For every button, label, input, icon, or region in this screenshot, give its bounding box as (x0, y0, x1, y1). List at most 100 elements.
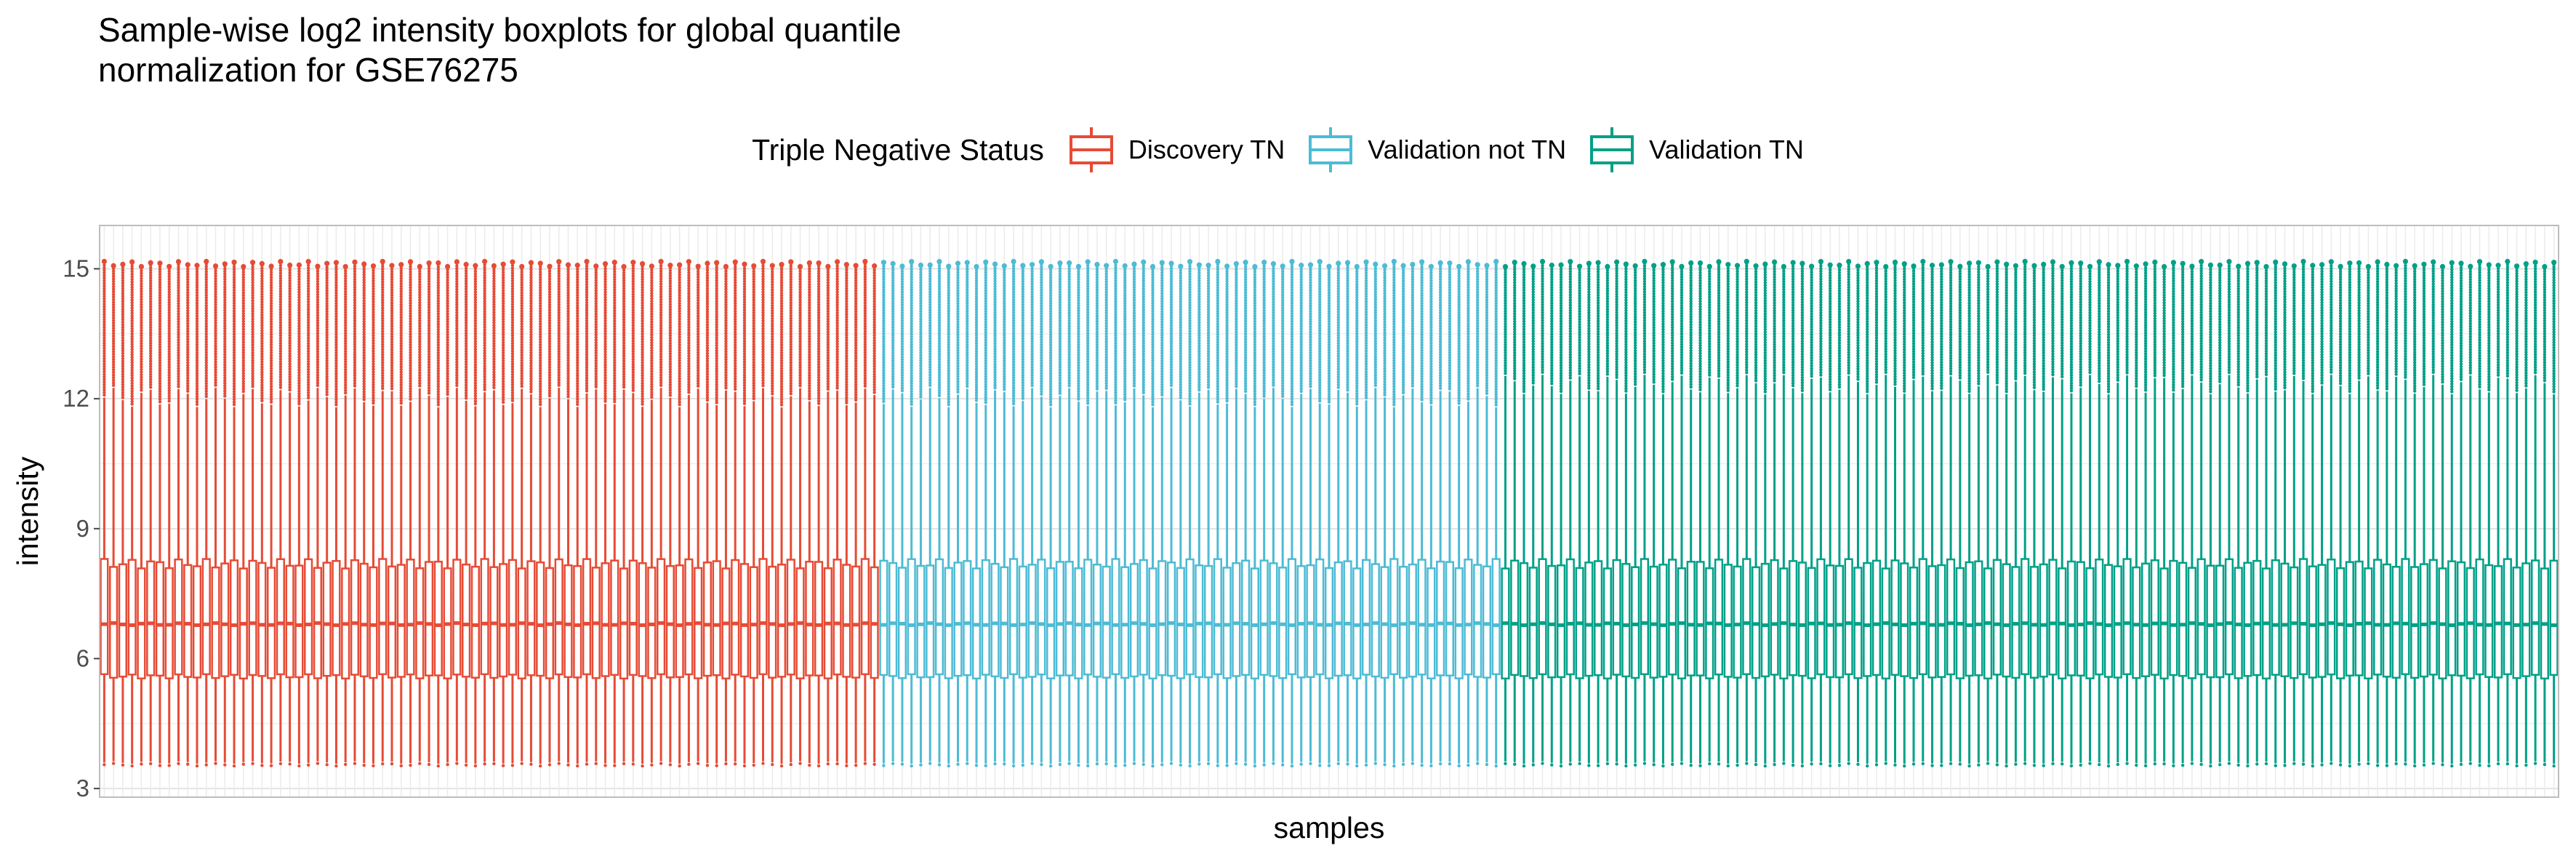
outlier-point (103, 289, 106, 293)
legend-label-discovery-tn: Discovery TN (1128, 135, 1285, 164)
outlier-point (103, 279, 106, 283)
outlier-point (752, 763, 755, 767)
outlier-point (103, 326, 106, 329)
outlier-point (491, 263, 497, 269)
iqr-box (638, 562, 647, 677)
outlier-point (714, 260, 720, 265)
sample-box (507, 259, 518, 767)
legend-label-validation-tn: Validation TN (1649, 135, 1804, 164)
outlier-point (103, 388, 106, 392)
sample-box (619, 263, 629, 766)
sample-box (480, 258, 489, 766)
sample-box (638, 260, 647, 768)
iqr-box (332, 559, 341, 676)
outlier-point (111, 342, 116, 345)
outlier-point (111, 272, 116, 276)
outlier-point (399, 764, 403, 768)
sample-box (786, 259, 795, 767)
outlier-point (723, 263, 729, 270)
sample-box (694, 263, 703, 765)
outlier-point (195, 764, 199, 768)
sample-box (814, 260, 824, 768)
outlier-point (111, 339, 116, 343)
outlier-point (111, 381, 116, 385)
outlier-point (473, 263, 478, 268)
sample-box (823, 263, 832, 766)
outlier-point (677, 262, 683, 268)
outlier-point (650, 763, 654, 767)
outlier-point (305, 259, 311, 265)
outlier-point (500, 261, 506, 267)
sample-box (285, 262, 294, 766)
outlier-point (103, 292, 106, 295)
outlier-point (148, 762, 153, 766)
outlier-point (111, 334, 116, 338)
outlier-point (742, 261, 747, 267)
outlier-point (296, 262, 302, 268)
outlier-point (140, 762, 143, 766)
sample-box (267, 263, 276, 767)
sample-box (100, 258, 109, 767)
sample-box (526, 260, 536, 766)
legend-item-validation-tn: Validation TN (1586, 124, 1804, 175)
outlier-point (101, 258, 107, 265)
sample-box (610, 260, 619, 767)
sample-box (470, 263, 480, 768)
outlier-point (177, 762, 180, 766)
outlier-point (751, 263, 757, 269)
sample-box (591, 263, 601, 766)
outlier-point (103, 369, 106, 374)
iqr-box (563, 564, 573, 679)
outlier-point (816, 260, 822, 266)
outlier-point (111, 352, 116, 356)
outlier-point (686, 259, 692, 265)
sample-box (665, 263, 675, 767)
iqr-box (294, 564, 304, 679)
sample-box (164, 263, 174, 767)
sample-box (795, 263, 805, 765)
outlier-point (342, 263, 348, 270)
outlier-point (565, 262, 571, 268)
iqr-box (805, 561, 814, 676)
sample-box (536, 260, 545, 768)
outlier-point (111, 383, 116, 388)
outlier-point (103, 338, 106, 343)
outlier-point (760, 258, 766, 265)
iqr-box (350, 559, 360, 676)
sample-box (155, 260, 165, 767)
sample-box (628, 260, 638, 766)
outlier-point (492, 762, 496, 766)
outlier-point (111, 345, 116, 348)
outlier-point (103, 263, 106, 267)
outlier-point (297, 764, 301, 768)
sample-box (415, 263, 425, 765)
outlier-point (398, 262, 404, 268)
outlier-point (232, 764, 236, 768)
sample-box (183, 262, 193, 766)
legend-key-validation-not-tn (1309, 127, 1353, 172)
outlier-point (249, 260, 256, 265)
legend: Triple Negative Status Discovery TN Vali… (0, 124, 2576, 176)
sample-box (462, 261, 471, 767)
outlier-point (278, 258, 284, 265)
iqr-box (276, 558, 285, 676)
iqr-box (832, 559, 842, 676)
sample-box (257, 260, 267, 767)
outlier-point (454, 259, 460, 265)
iqr-box (285, 564, 294, 679)
outlier-point (111, 337, 116, 340)
sample-box (378, 258, 388, 766)
sample-box (712, 260, 721, 767)
iqr-box (851, 565, 861, 679)
outlier-point (268, 263, 274, 269)
iqr-box (452, 559, 462, 676)
outlier-point (103, 341, 106, 345)
outlier-point (808, 763, 811, 767)
iqr-box (424, 561, 434, 676)
outlier-point (214, 762, 217, 765)
iqr-box (118, 563, 128, 678)
outlier-point (157, 260, 163, 266)
outlier-point (111, 282, 116, 286)
iqr-box (739, 563, 750, 678)
iqr-box (127, 559, 137, 676)
